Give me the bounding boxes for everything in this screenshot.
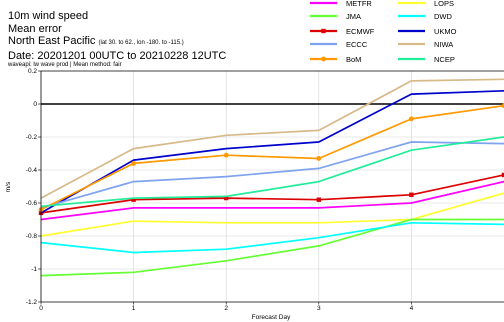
series-line-ncep [40,136,504,208]
x-axis-label: Forecast Day [252,314,291,321]
legend-label-ncep: NCEP [434,55,455,64]
legend-label-eccc: ECCC [346,40,368,49]
data-point-bom [501,103,504,109]
legend-label-bom: BoM [346,55,361,64]
y-tick-label: 0 [33,101,37,108]
region-line: North East Pacific (lat 30. to 62., lon … [8,35,308,50]
y-tick-label: -1.2 [26,299,38,306]
data-point-ecmwf [316,197,321,202]
data-point-ecmwf [224,195,229,201]
y-tick-label: -0.2 [26,134,38,141]
data-point-ecmwf [409,192,414,197]
data-point-bom [223,152,229,158]
series-line-lops [40,192,504,237]
y-tick-label: -0.6 [26,200,38,207]
x-tick-label: 1 [132,305,136,312]
chart-header: 10m wind speed Mean error North East Pac… [8,10,308,69]
data-point-bom [409,116,414,122]
legend-label-ecmwf: ECMWF [346,27,375,36]
method-note: waveapi: lw wave prod | Mean method: fai… [8,62,122,68]
axes: 0 1 2 3 4 0.2 0 -0.2 -0.4 -0.6 -0.8 -1 -1.2 [26,68,504,312]
legend-label-ukmo: UKMO [434,27,457,36]
series-line-metfr [40,180,504,221]
series-line-eccc [40,141,504,209]
series-line-bom [40,104,504,211]
y-axis-label: m/s [5,181,12,192]
y-tick-label: 0.2 [28,68,37,75]
y-tick-label: -0.8 [26,233,38,240]
legend-marker-ecmwf [321,28,326,34]
data-point-ecmwf [131,197,136,202]
series-layer [38,78,504,277]
legend-label-metfr: METFR [346,0,372,8]
x-tick-label: 2 [224,305,228,312]
legend: METFR LOPS JMA DWD ECMWF UKMO ECCC NIWA BoM NCEP [310,0,457,64]
legend-marker-bom [321,56,326,62]
chart-title-line2: Mean error [8,22,62,35]
x-tick-label: 3 [317,305,321,312]
grid [41,71,504,302]
x-tick-label: 4 [410,305,414,312]
date-range: Date: 20201201 00UTC to 20210228 12UTC [8,49,227,62]
legend-label-lops: LOPS [434,0,454,8]
series-line-jma [40,218,504,277]
x-tick-label: 0 [39,305,43,312]
series-line-niwa [40,78,504,199]
data-point-ecmwf [501,172,504,178]
y-tick-label: -1 [31,266,37,273]
series-line-ecmwf [40,174,504,214]
data-point-bom [316,156,322,161]
data-point-bom [131,161,137,166]
legend-label-niwa: NIWA [434,40,453,49]
series-line-dwd [40,221,504,254]
y-tick-label: -0.4 [26,167,38,174]
region-detail: (lat 30. to 62., lon -180. to -115.) [98,40,184,46]
legend-label-jma: JMA [346,12,361,21]
chart-title-line1: 10m wind speed [8,10,89,22]
legend-label-dwd: DWD [434,12,452,21]
region-name: North East Pacific [8,35,96,47]
series-line-ukmo [40,89,504,214]
